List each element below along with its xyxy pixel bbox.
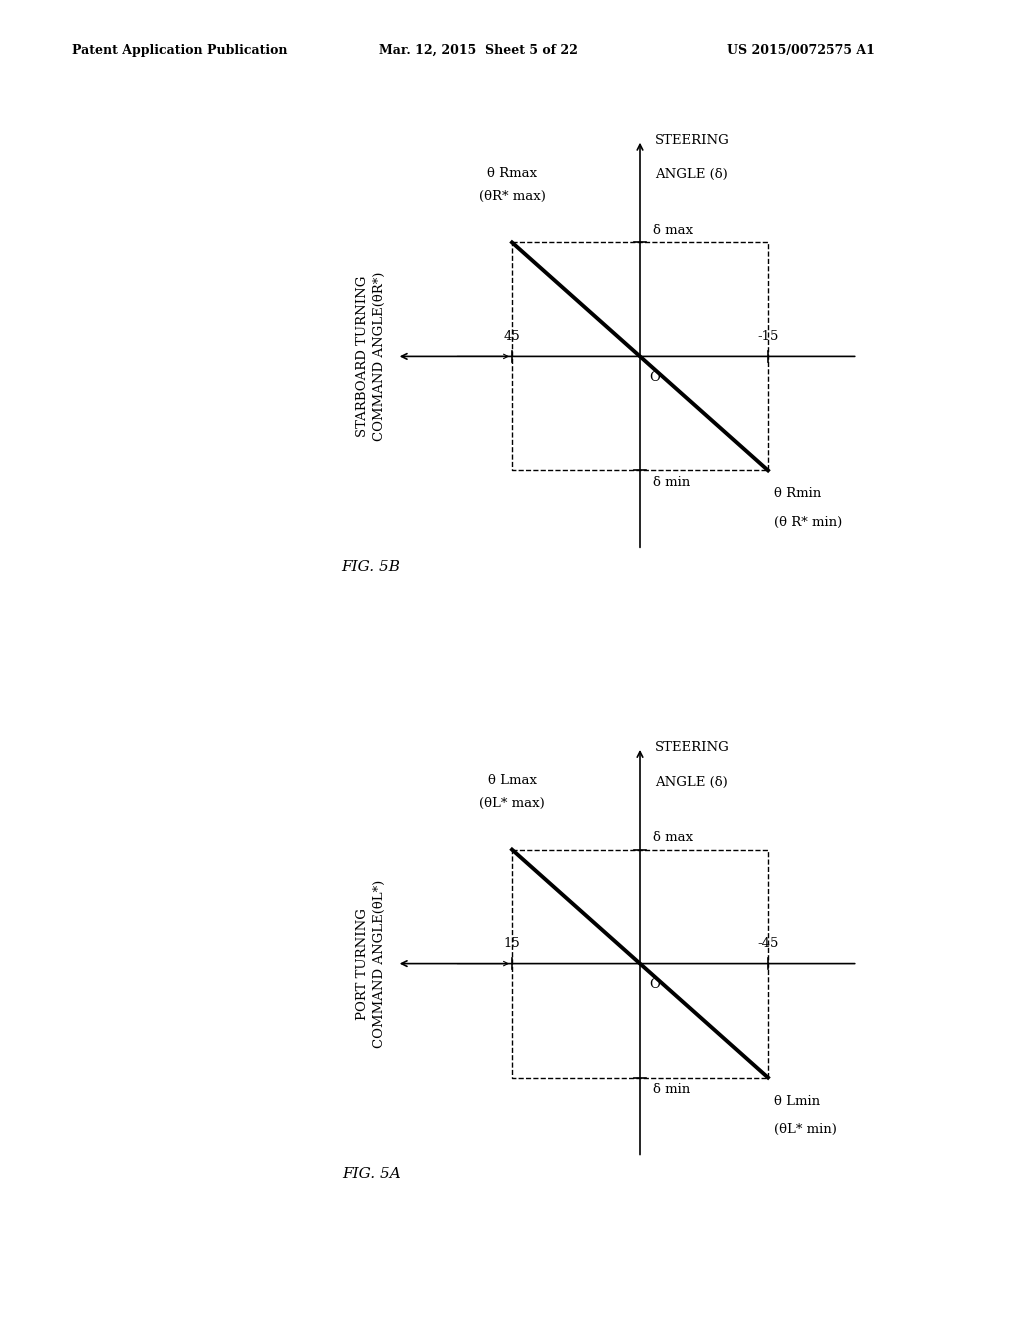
Text: 15: 15	[504, 937, 520, 950]
Text: (θL* min): (θL* min)	[774, 1123, 838, 1137]
Text: -45: -45	[758, 937, 778, 950]
Text: θ Lmax: θ Lmax	[487, 774, 537, 787]
Text: (θL* max): (θL* max)	[479, 797, 545, 809]
Text: O: O	[649, 371, 659, 384]
Text: PORT TURNING
COMMAND ANGLE(θL*): PORT TURNING COMMAND ANGLE(θL*)	[356, 879, 386, 1048]
Text: Mar. 12, 2015  Sheet 5 of 22: Mar. 12, 2015 Sheet 5 of 22	[379, 44, 578, 57]
Text: FIG. 5A: FIG. 5A	[342, 1167, 400, 1181]
Text: (θR* max): (θR* max)	[478, 190, 546, 202]
Text: (θ R* min): (θ R* min)	[774, 516, 843, 529]
Text: STEERING: STEERING	[655, 742, 730, 754]
Text: ANGLE (δ): ANGLE (δ)	[655, 776, 728, 788]
Text: 45: 45	[504, 330, 520, 343]
Text: θ Lmin: θ Lmin	[774, 1094, 820, 1107]
Text: Patent Application Publication: Patent Application Publication	[72, 44, 287, 57]
Text: ANGLE (δ): ANGLE (δ)	[655, 168, 728, 181]
Text: STEERING: STEERING	[655, 135, 730, 147]
Text: δ max: δ max	[653, 830, 693, 843]
Text: US 2015/0072575 A1: US 2015/0072575 A1	[727, 44, 874, 57]
Text: θ Rmax: θ Rmax	[487, 166, 537, 180]
Text: -15: -15	[758, 330, 778, 343]
Text: STARBOARD TURNING
COMMAND ANGLE(θR*): STARBOARD TURNING COMMAND ANGLE(θR*)	[356, 272, 386, 441]
Text: θ Rmin: θ Rmin	[774, 487, 821, 500]
Text: δ max: δ max	[653, 223, 693, 236]
Text: δ min: δ min	[653, 477, 690, 490]
Text: O: O	[649, 978, 659, 991]
Text: FIG. 5B: FIG. 5B	[342, 560, 400, 574]
Text: δ min: δ min	[653, 1084, 690, 1097]
